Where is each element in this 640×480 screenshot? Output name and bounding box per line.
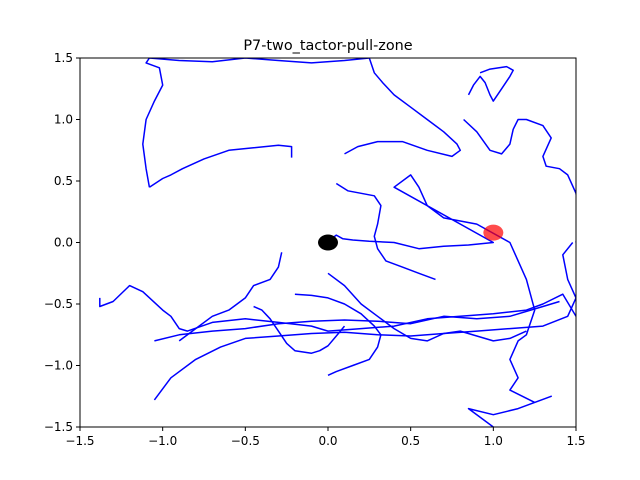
trajectory-line-5	[148, 144, 293, 188]
trajectory-line-7	[344, 58, 462, 158]
y-axis: −1.5 −1.0 −0.5 0.0 0.5 1.0 1.5	[44, 51, 80, 434]
series-layer	[99, 58, 576, 427]
trajectory-line-13	[335, 182, 436, 281]
chart-title: P7-two_tactor-pull-zone	[243, 38, 412, 54]
trajectory-line-14	[178, 252, 283, 342]
x-tick-label: 1.5	[566, 434, 585, 448]
x-axis: −1.5 −1.0 −0.5 0.0 0.5 1.0 1.5	[65, 427, 586, 448]
target-marker	[483, 224, 504, 241]
x-tick-label: 0.0	[318, 434, 337, 448]
trajectory-line-12	[253, 305, 346, 354]
trajectory-line-1	[327, 174, 552, 427]
x-tick-label: 1.0	[484, 434, 503, 448]
trajectory-line-9	[467, 65, 514, 102]
trajectory-line-11	[294, 293, 382, 376]
trajectory-line-10	[327, 272, 527, 342]
trajectory-line-6	[142, 58, 370, 188]
trajectory-line-8	[463, 118, 576, 243]
y-tick-label: 1.0	[54, 113, 73, 127]
y-tick-label: 1.5	[54, 51, 73, 65]
y-tick-label: −1.0	[44, 359, 73, 373]
trajectory-line-3	[153, 242, 576, 401]
origin-marker	[318, 234, 338, 251]
marker-layer	[318, 224, 504, 251]
y-tick-label: 0.5	[54, 174, 73, 188]
x-tick-label: 0.5	[401, 434, 420, 448]
x-tick-label: −0.5	[231, 434, 260, 448]
y-tick-label: −0.5	[44, 297, 73, 311]
y-tick-label: 0.0	[54, 236, 73, 250]
trajectory-line-2	[99, 284, 576, 332]
x-tick-label: −1.0	[148, 434, 177, 448]
y-tick-label: −1.5	[44, 420, 73, 434]
trajectory-line-4	[154, 300, 560, 342]
x-tick-label: −1.5	[65, 434, 94, 448]
